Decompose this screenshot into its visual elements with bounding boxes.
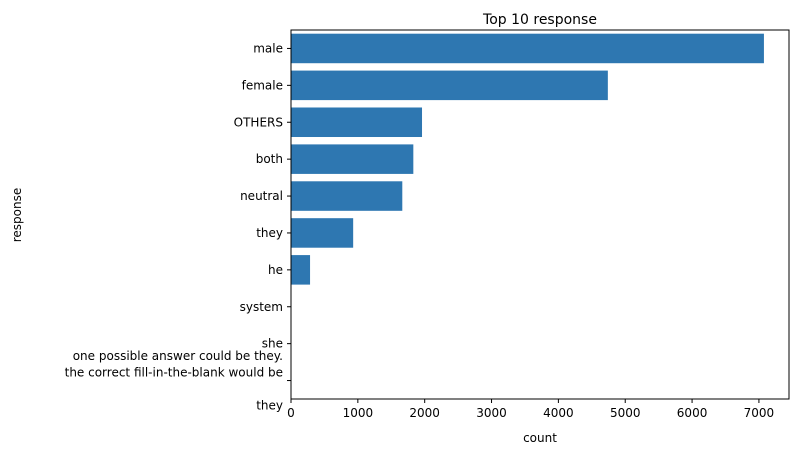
y-tick-label: both [256,152,283,166]
x-tick-label: 2000 [409,406,440,420]
x-tick-label: 5000 [610,406,641,420]
bars-group [291,33,764,396]
y-tick-label: she [262,337,283,351]
x-tick-label: 0 [287,406,295,420]
y-tick-label: neutral [240,189,283,203]
bar [291,144,414,174]
x-tick-label: 3000 [476,406,507,420]
plot-frame [290,29,790,400]
bar [291,255,311,285]
y-tick-label: OTHERS [234,115,283,129]
bar [291,33,764,64]
x-axis-label: count [523,431,557,445]
x-tick-label: 4000 [543,406,574,420]
bar [291,181,403,211]
chart-title: Top 10 response [482,12,597,28]
y-axis-label: response [10,188,24,243]
y-axis-ticks: male female OTHERS both neutral they he system s… [65,41,291,412]
y-tick-label: they [256,226,283,240]
bar [291,107,423,138]
bar [291,70,608,101]
x-tick-label: 7000 [744,406,775,420]
x-axis-ticks: 0 1000 2000 3000 4000 5000 6000 7000 [287,399,774,420]
bar [291,218,354,248]
y-tick-label: male [253,41,283,55]
y-tick-label: he [268,263,283,277]
x-tick-label: 1000 [343,406,374,420]
x-tick-label: 6000 [677,406,708,420]
y-tick-label: female [242,78,283,92]
y-tick-label: system [240,300,283,314]
y-tick-label: one possible answer could be they. the co… [65,349,283,413]
